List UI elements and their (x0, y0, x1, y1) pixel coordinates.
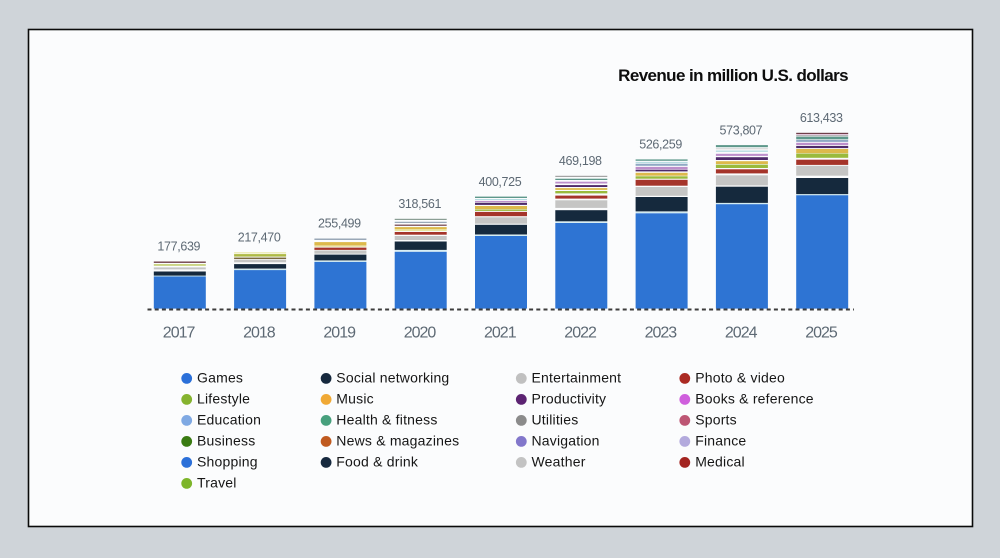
svg-text:255,499: 255,499 (318, 217, 361, 231)
svg-text:Food & drink: Food & drink (336, 454, 419, 470)
svg-text:Revenue in million U.S. dollar: Revenue in million U.S. dollars (618, 66, 848, 85)
svg-text:2023: 2023 (645, 324, 678, 341)
svg-text:Entertainment: Entertainment (532, 370, 622, 386)
svg-text:Navigation: Navigation (532, 433, 600, 449)
svg-text:Education: Education (197, 412, 261, 428)
svg-text:2019: 2019 (323, 324, 356, 341)
svg-text:Photo & video: Photo & video (695, 370, 785, 386)
svg-text:Sports: Sports (695, 412, 737, 428)
svg-text:526,259: 526,259 (639, 138, 682, 152)
svg-text:Social networking: Social networking (336, 370, 449, 386)
svg-text:2020: 2020 (404, 324, 437, 341)
svg-text:Music: Music (336, 391, 374, 407)
svg-text:Productivity: Productivity (532, 391, 607, 407)
svg-text:2017: 2017 (163, 324, 196, 341)
svg-text:Finance: Finance (695, 433, 746, 449)
svg-text:Shopping: Shopping (197, 454, 258, 470)
svg-text:Weather: Weather (532, 454, 586, 470)
svg-text:2024: 2024 (725, 324, 758, 341)
svg-text:Medical: Medical (695, 454, 745, 470)
svg-text:Lifestyle: Lifestyle (197, 391, 250, 407)
svg-text:Health & fitness: Health & fitness (336, 412, 437, 428)
svg-text:217,470: 217,470 (238, 231, 281, 245)
svg-text:318,561: 318,561 (398, 197, 441, 211)
svg-text:469,198: 469,198 (559, 154, 602, 168)
svg-text:Business: Business (197, 433, 255, 449)
svg-text:2018: 2018 (243, 324, 276, 341)
svg-text:News & magazines: News & magazines (336, 433, 459, 449)
svg-text:2025: 2025 (805, 324, 838, 341)
svg-text:2021: 2021 (484, 324, 517, 341)
svg-text:Utilities: Utilities (532, 412, 579, 428)
svg-text:400,725: 400,725 (479, 175, 522, 189)
svg-text:Books & reference: Books & reference (695, 391, 814, 407)
svg-text:573,807: 573,807 (720, 123, 763, 137)
svg-text:2022: 2022 (564, 324, 597, 341)
svg-text:177,639: 177,639 (157, 240, 200, 254)
svg-text:Travel: Travel (197, 475, 237, 491)
svg-text:Games: Games (197, 370, 243, 386)
svg-text:613,433: 613,433 (800, 111, 843, 125)
